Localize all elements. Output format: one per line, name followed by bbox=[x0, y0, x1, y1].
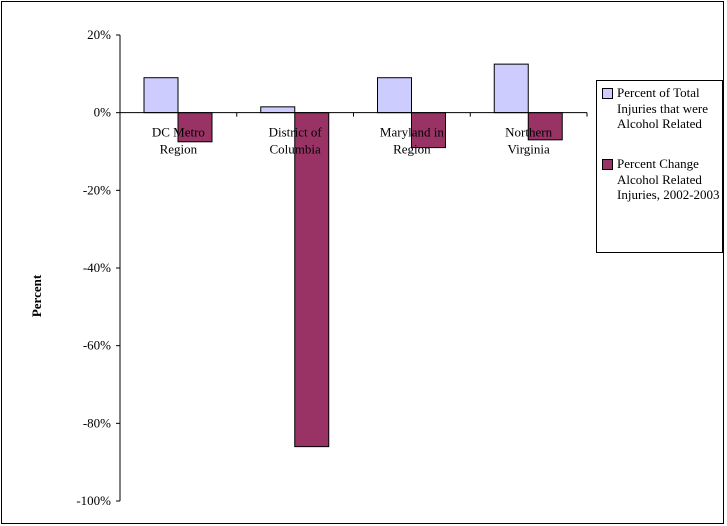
y-tick-label: -20% bbox=[83, 182, 111, 197]
x-category-label: DC Metro Region bbox=[152, 125, 205, 157]
legend-item-series-1: Percent of Total Injuries that were Alco… bbox=[602, 85, 722, 132]
x-category-label: District of Columbia bbox=[269, 125, 323, 157]
x-category-label: Northern Virginia bbox=[505, 125, 552, 157]
legend-item-series-2: Percent Change Alcohol Related Injuries,… bbox=[602, 156, 722, 203]
bar-series2-2 bbox=[294, 112, 330, 448]
bar-series1-4 bbox=[493, 63, 529, 114]
legend-swatch-series-1 bbox=[602, 88, 613, 99]
bar-series1-1 bbox=[143, 77, 179, 114]
y-tick-label: -80% bbox=[83, 415, 111, 430]
bar-series1-3 bbox=[377, 77, 412, 114]
x-category-label: Maryland in Region bbox=[380, 125, 444, 157]
y-tick-label: 20% bbox=[87, 27, 111, 42]
y-axis-label: Percent bbox=[29, 274, 44, 318]
legend: Percent of Total Injuries that were Alco… bbox=[596, 80, 723, 253]
legend-label-series-2: Percent Change Alcohol Related Injuries,… bbox=[617, 156, 720, 202]
y-tick-label: 0% bbox=[94, 105, 112, 120]
bar-series2-4 bbox=[527, 112, 563, 141]
y-tick-label: -40% bbox=[83, 260, 111, 275]
y-tick-label: -60% bbox=[83, 338, 111, 353]
legend-label-series-1: Percent of Total Injuries that were Alco… bbox=[617, 85, 708, 131]
legend-swatch-series-2 bbox=[602, 159, 613, 170]
bar-series2-1 bbox=[177, 112, 213, 143]
bar-series1-2 bbox=[260, 106, 296, 114]
y-tick-label: -100% bbox=[76, 493, 111, 508]
